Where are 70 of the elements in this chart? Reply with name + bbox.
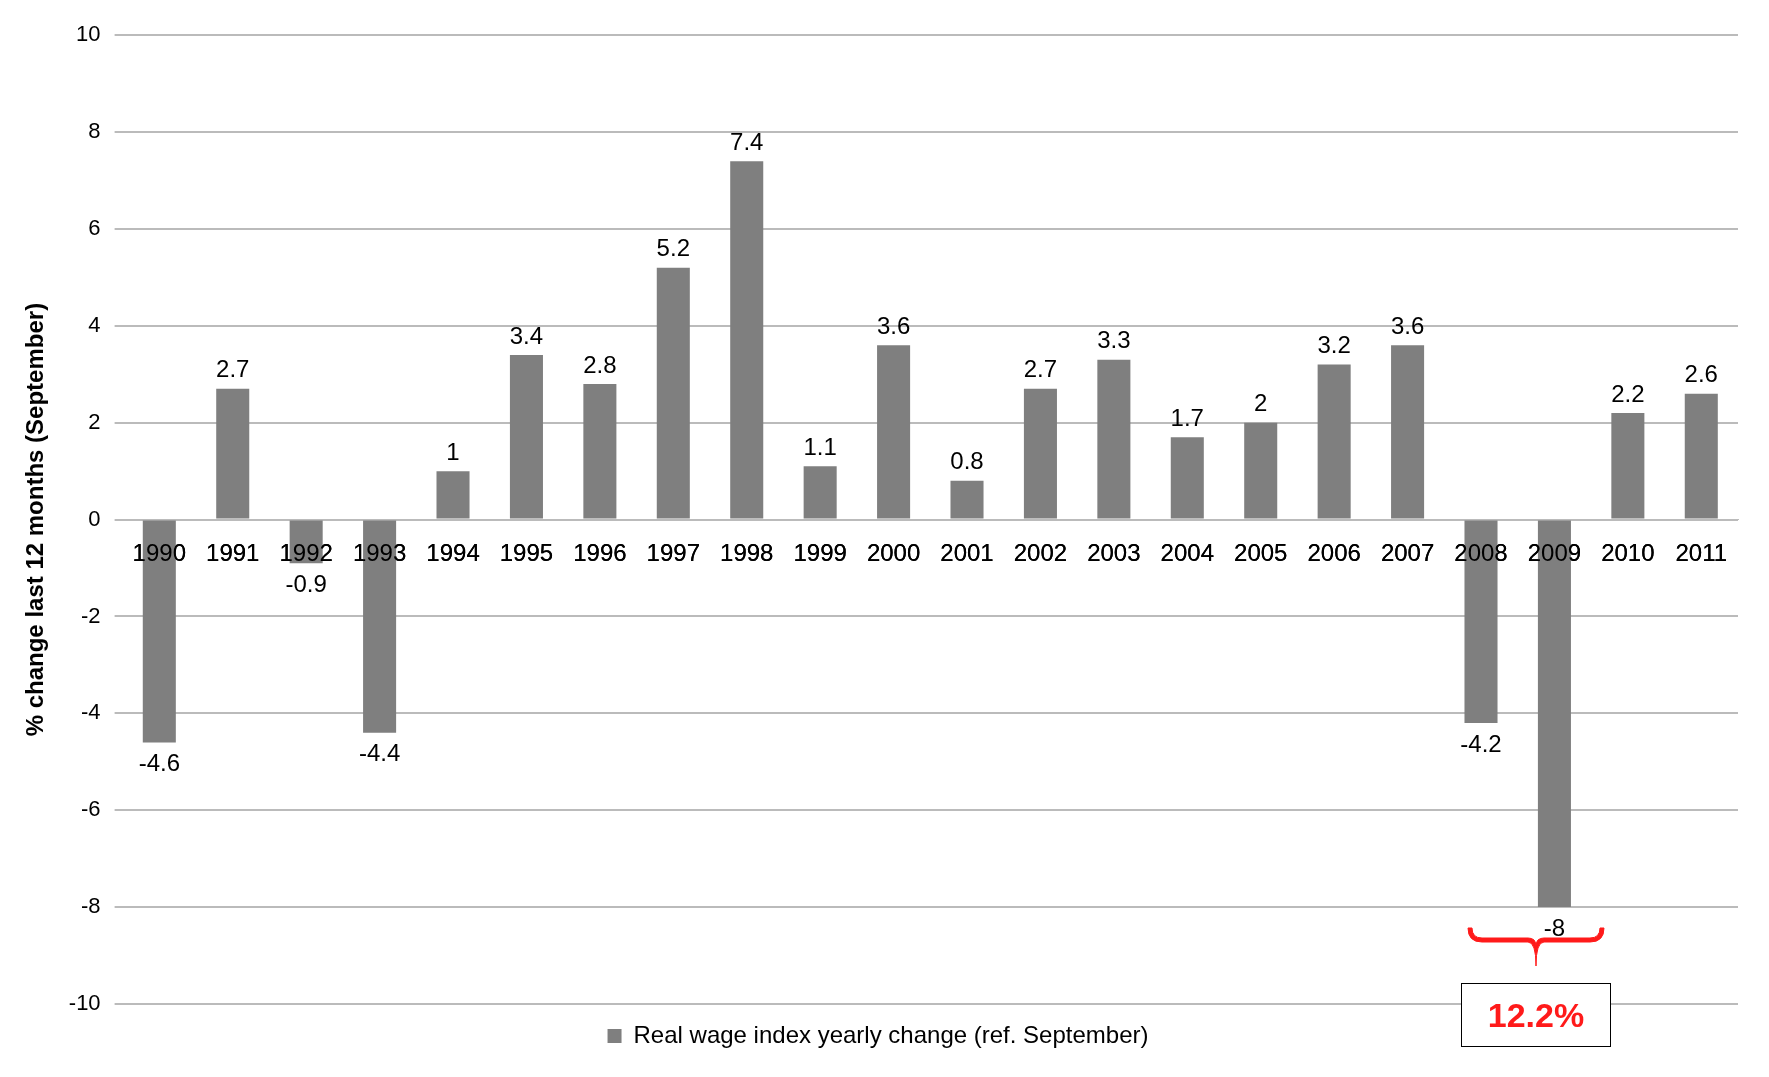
bar [1317, 364, 1351, 519]
data-label: 3.3 [1097, 326, 1131, 354]
bar [216, 388, 250, 519]
data-label: 3.2 [1317, 331, 1351, 359]
data-label: -4.4 [358, 739, 401, 767]
y-axis-title: % change last 12 months (September) [21, 302, 49, 737]
data-label: 3.6 [876, 311, 911, 339]
bar [1244, 422, 1278, 519]
bar [583, 383, 617, 519]
data-label: 7.4 [730, 127, 764, 155]
data-label: 2.7 [216, 355, 250, 383]
bar [1611, 413, 1645, 519]
data-label: 2 [1254, 389, 1268, 417]
y-tick-label: 6 [88, 215, 101, 241]
y-tick-label: -8 [81, 893, 101, 919]
x-tick-label: 2010 [1601, 538, 1655, 566]
x-tick-label: 1996 [573, 538, 627, 566]
x-tick-label: 1999 [793, 538, 847, 566]
y-tick-label: -2 [81, 602, 101, 628]
x-tick-label: 2000 [866, 538, 921, 566]
bar [1391, 345, 1425, 519]
data-label: 0.8 [950, 447, 984, 475]
bar [1170, 437, 1204, 519]
y-tick-label: 2 [88, 408, 101, 434]
data-label: 1.1 [803, 432, 837, 460]
data-label: 2.6 [1684, 360, 1718, 388]
y-tick-label: 0 [88, 505, 101, 531]
x-tick-label: 2005 [1234, 538, 1288, 566]
bar [656, 267, 690, 519]
data-label: 1.7 [1170, 403, 1204, 431]
data-label: 2.7 [1023, 355, 1058, 383]
x-tick-label: 2006 [1307, 538, 1361, 566]
y-tick-label: -10 [68, 990, 101, 1016]
data-label: -0.9 [285, 569, 327, 597]
x-tick-label: 1995 [499, 538, 554, 566]
data-label: 3.6 [1390, 311, 1425, 339]
bar [436, 471, 470, 519]
x-tick-label: 1997 [646, 538, 700, 566]
data-label: 5.2 [656, 234, 690, 262]
y-tick-label: 4 [88, 311, 101, 337]
bar [509, 354, 543, 519]
x-tick-label: 2003 [1087, 538, 1141, 566]
data-label: 3.4 [509, 321, 544, 349]
bar [877, 345, 911, 519]
x-tick-label: 2007 [1380, 538, 1435, 566]
bar [1023, 388, 1057, 519]
x-tick-label: 1998 [720, 538, 774, 566]
bar [1097, 359, 1131, 519]
x-tick-label: 2004 [1160, 538, 1214, 566]
bar [803, 466, 837, 519]
data-label: 1 [446, 437, 460, 465]
bar [730, 161, 764, 519]
y-tick-label: -4 [81, 699, 101, 725]
y-tick-label: -6 [81, 796, 101, 822]
x-tick-label: 1991 [206, 538, 260, 566]
data-label: 2.2 [1611, 379, 1645, 407]
x-tick-label: 2001 [940, 538, 994, 566]
x-tick-label: 2002 [1013, 538, 1068, 566]
x-tick-label: 2011 [1675, 538, 1728, 566]
y-tick-label: 10 [76, 21, 101, 47]
data-label: 2.8 [583, 350, 617, 378]
data-label: -4.6 [138, 749, 180, 777]
bar [950, 480, 984, 519]
data-label: -4.2 [1460, 729, 1502, 757]
data-label: -8 [1543, 913, 1566, 941]
x-tick-label: 1994 [426, 538, 480, 566]
annotation: 12.2% [1461, 983, 1611, 1047]
legend-label: Real wage index yearly change (ref. September) [633, 1020, 1149, 1048]
y-tick-label: 8 [88, 118, 101, 144]
bar [1684, 393, 1718, 519]
